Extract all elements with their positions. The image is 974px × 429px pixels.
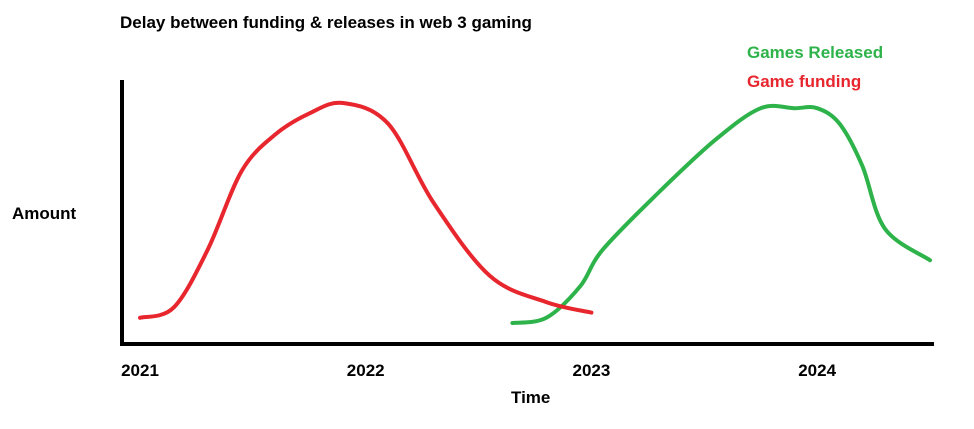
x-tick-label: 2024 bbox=[798, 361, 836, 380]
legend-entry: Game funding bbox=[747, 72, 861, 91]
x-tick-label: 2021 bbox=[121, 361, 159, 380]
legend-entry: Games Released bbox=[747, 43, 883, 62]
series-lines bbox=[138, 100, 932, 325]
chart-title: Delay between funding & releases in web … bbox=[120, 13, 532, 32]
x-tick-label: 2022 bbox=[347, 361, 385, 380]
x-tick-label: 2023 bbox=[573, 361, 611, 380]
x-tick-labels: 2021 2022 2023 2024 bbox=[121, 361, 837, 380]
legend: Games Released Game funding bbox=[747, 43, 883, 91]
x-axis-label: Time bbox=[511, 388, 550, 407]
series-line-game-funding bbox=[138, 100, 594, 320]
y-axis-label: Amount bbox=[12, 204, 77, 223]
series-line-games-released bbox=[510, 103, 932, 325]
